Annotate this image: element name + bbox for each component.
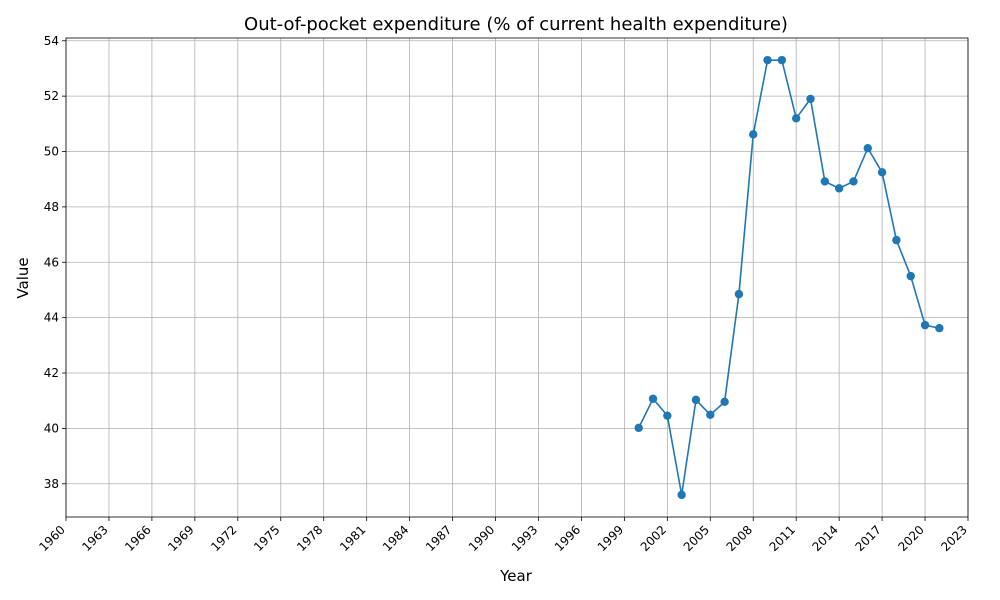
data-point [777, 55, 787, 65]
grid-lines [65, 38, 969, 517]
y-tick-label: 46 [44, 255, 59, 269]
y-tick-label: 48 [44, 200, 59, 214]
x-tick-label: 1978 [294, 523, 325, 554]
y-tick-label: 38 [44, 477, 59, 491]
data-point [749, 130, 758, 139]
data-point [806, 94, 815, 104]
y-tick-label: 52 [44, 89, 59, 103]
data-point [906, 271, 915, 281]
y-tick-label: 44 [44, 311, 59, 325]
x-tick-label: 1960 [36, 523, 67, 554]
series-line [637, 59, 940, 495]
y-axis-ticks: 38 40 42 44 46 48 50 52 54 [44, 34, 66, 491]
x-tick-label: 1969 [165, 523, 196, 554]
x-axis-ticks: 1960 1963 1966 1969 1972 1975 1978 1981 1984 1987… [36, 517, 970, 554]
data-point [720, 397, 729, 407]
data-point [677, 490, 686, 500]
x-tick-label: 2005 [681, 523, 712, 554]
x-tick-label: 1999 [595, 523, 626, 554]
data-point [820, 177, 830, 186]
x-tick-label: 2014 [810, 523, 841, 554]
x-tick-label: 2020 [895, 523, 926, 554]
data-point [791, 114, 801, 123]
series-layer [634, 55, 944, 500]
x-tick-label: 2002 [638, 523, 669, 554]
chart-title: Out-of-pocket expenditure (% of current … [244, 14, 788, 35]
data-point [691, 395, 701, 405]
data-point [663, 411, 672, 420]
x-tick-label: 1981 [337, 523, 368, 554]
data-point [648, 394, 658, 403]
data-point [634, 423, 643, 433]
x-tick-label: 1975 [251, 523, 282, 554]
data-point [734, 289, 744, 299]
x-tick-label: 1972 [208, 523, 239, 554]
x-tick-label: 2023 [938, 523, 969, 554]
data-point [877, 168, 887, 177]
x-tick-label: 2011 [767, 523, 798, 554]
y-tick-label: 54 [44, 34, 59, 48]
y-tick-label: 50 [44, 145, 59, 159]
x-tick-label: 2017 [852, 523, 883, 554]
x-tick-label: 1996 [552, 523, 583, 554]
x-tick-label: 1963 [79, 523, 110, 554]
y-tick-label: 40 [44, 421, 59, 435]
data-point [920, 320, 930, 330]
x-tick-label: 2008 [724, 523, 755, 554]
x-tick-label: 1984 [380, 523, 411, 554]
y-axis-label: Value [14, 257, 32, 298]
x-tick-label: 1990 [466, 523, 497, 554]
data-point [935, 323, 944, 333]
x-tick-label: 1966 [122, 523, 153, 554]
data-point [706, 410, 715, 420]
data-point [892, 235, 901, 245]
data-point [863, 143, 872, 153]
data-point [849, 177, 858, 186]
x-tick-label: 1993 [509, 523, 540, 554]
x-axis-label: Year [499, 567, 533, 585]
y-tick-label: 42 [44, 366, 59, 380]
data-point [763, 55, 772, 65]
x-tick-label: 1987 [423, 523, 454, 554]
data-point [834, 184, 844, 193]
plot-frame [65, 37, 969, 518]
